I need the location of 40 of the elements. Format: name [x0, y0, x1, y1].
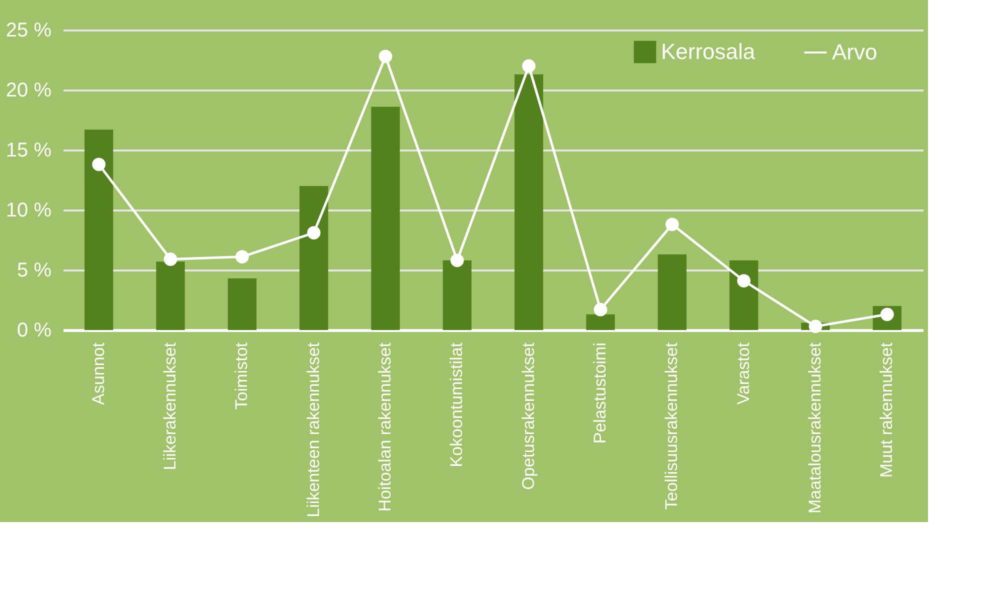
point — [450, 254, 464, 268]
bar — [586, 314, 615, 330]
x-tick-label: Hoitoalan rakennukset — [376, 342, 394, 512]
point — [378, 50, 392, 64]
x-tick-label: Maatalousrakennukset — [806, 342, 824, 514]
bar — [156, 262, 185, 330]
point — [522, 59, 536, 73]
y-tick-label: 10 % — [6, 200, 52, 222]
y-tick-label: 15 % — [6, 140, 52, 162]
point — [665, 218, 679, 232]
bar — [300, 186, 328, 330]
point — [307, 226, 321, 240]
point — [164, 252, 178, 266]
x-tick-label: Liikerakennukset — [160, 342, 180, 470]
x-tick-label: Pelastustoimi — [590, 342, 610, 444]
point — [737, 274, 751, 288]
x-tick-label: Muut rakennukset — [877, 342, 896, 478]
bar — [442, 260, 472, 330]
y-tick-label: 5 % — [17, 260, 52, 282]
x-tick-label: Varastot — [734, 342, 753, 405]
legend-label: Kerrosala — [661, 39, 756, 64]
legend-label: Arvo — [832, 40, 878, 64]
point — [235, 250, 249, 264]
x-tick-label: Kokoontumistilat — [447, 342, 466, 468]
bar — [658, 254, 686, 330]
bar — [514, 74, 544, 330]
y-tick-label: 0 % — [17, 320, 52, 342]
bar — [371, 106, 400, 330]
x-tick-label: Teollisuusrakennukset — [662, 342, 682, 510]
x-tick-label: Liikenteen rakennukset — [304, 342, 323, 518]
y-tick-label: 25 % — [6, 20, 52, 42]
point — [92, 158, 106, 172]
x-tick-label: Toimistot — [232, 342, 252, 410]
x-tick-label: Opetusrakennukset — [518, 342, 538, 490]
point — [808, 320, 822, 334]
bar — [228, 278, 256, 330]
x-tick-label: Asunnot — [88, 342, 108, 405]
y-tick-label: 20 % — [6, 80, 52, 102]
point — [594, 302, 608, 316]
bar — [84, 130, 114, 330]
